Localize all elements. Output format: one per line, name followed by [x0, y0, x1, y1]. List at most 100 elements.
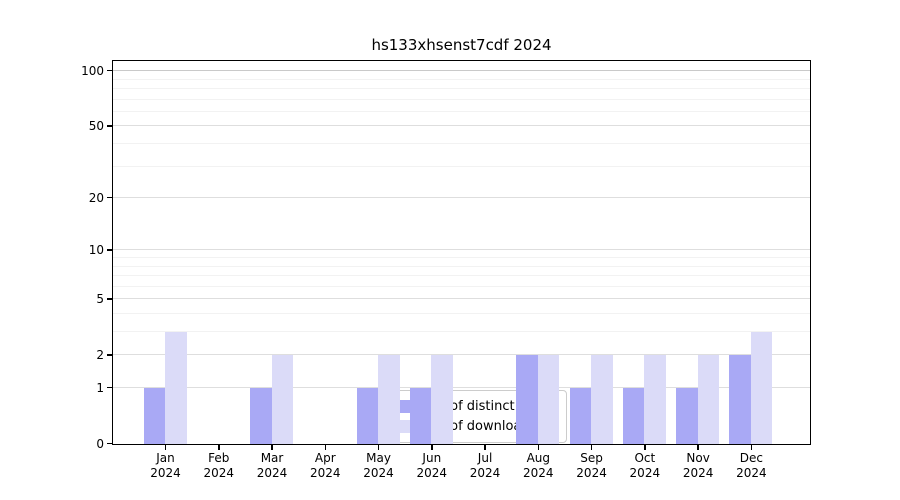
gridline-minor [113, 78, 810, 80]
gridline-minor [113, 331, 810, 333]
y-tick-label: 0 [96, 436, 104, 451]
x-tick-mark [537, 445, 540, 450]
x-tick-label: Jul 2024 [445, 451, 525, 481]
x-tick-label: Oct 2024 [605, 451, 685, 481]
x-tick-mark [750, 445, 753, 450]
x-tick-label: Aug 2024 [498, 451, 578, 481]
x-tick-year: 2024 [629, 466, 661, 480]
x-tick-mark [697, 445, 699, 450]
gridline-major [113, 354, 810, 356]
x-tick-label: May 2024 [339, 451, 419, 481]
gridline-minor [113, 275, 810, 277]
x-tick-mark [590, 445, 593, 450]
bar-distinct-ips [676, 388, 698, 444]
bar-downloads [591, 355, 613, 444]
y-tick-label: 10 [88, 242, 104, 257]
bar-downloads [378, 355, 400, 444]
x-tick-year: 2024 [203, 466, 235, 480]
x-tick-month: Jul [477, 451, 493, 465]
x-tick-label: Jun 2024 [392, 451, 472, 481]
x-tick-year: 2024 [309, 466, 341, 480]
y-tick-mark [107, 196, 112, 199]
x-tick-year: 2024 [682, 466, 714, 480]
bar-downloads [697, 355, 720, 444]
y-tick-mark [107, 249, 112, 251]
y-tick-mark [107, 69, 112, 72]
legend-label: Nb of downloads [428, 418, 537, 434]
gridline-minor [113, 88, 810, 90]
y-tick-mark [107, 386, 112, 389]
bar-distinct-ips [569, 388, 592, 444]
x-tick-year: 2024 [256, 466, 288, 480]
x-tick-month: Mar [260, 451, 284, 465]
bar-distinct-ips [250, 388, 272, 444]
gridline-major [113, 70, 810, 72]
x-tick-year: 2024 [469, 466, 501, 480]
bar-downloads [271, 355, 294, 444]
x-tick-month: Apr [314, 451, 336, 465]
y-tick-mark [107, 354, 112, 356]
y-tick-mark [107, 442, 112, 445]
x-tick-label: Apr 2024 [285, 451, 365, 481]
y-tick-label: 100 [81, 63, 104, 78]
x-tick-month: Nov [686, 451, 710, 465]
bar-distinct-ips [516, 355, 538, 444]
x-tick-year: 2024 [363, 466, 394, 480]
x-tick-year: 2024 [523, 466, 554, 480]
gridline-major [113, 249, 810, 251]
gridline-minor [113, 285, 810, 287]
x-tick-mark [164, 445, 167, 450]
bar-distinct-ips [143, 388, 165, 444]
x-tick-month: Jan [156, 451, 175, 465]
x-tick-mark [644, 445, 646, 450]
x-tick-mark [271, 445, 273, 450]
x-tick-mark [377, 445, 380, 450]
gridline-minor [113, 257, 810, 258]
y-tick-label: 20 [88, 190, 104, 205]
y-tick-label: 2 [96, 347, 104, 362]
gridline-minor [113, 143, 810, 145]
x-tick-month: Aug [526, 451, 551, 465]
bar-downloads [537, 355, 560, 444]
gridline-minor [113, 98, 810, 100]
x-tick-month: Oct [634, 451, 656, 465]
bar-downloads [750, 332, 773, 444]
y-tick-label: 5 [96, 291, 104, 306]
x-tick-year: 2024 [150, 466, 181, 480]
gridline-major [113, 125, 810, 127]
bar-distinct-ips [409, 388, 432, 444]
x-tick-label: Dec 2024 [711, 451, 791, 481]
x-tick-year: 2024 [576, 466, 607, 480]
y-tick-mark [107, 298, 112, 300]
gridline-minor [113, 110, 810, 112]
gridline-major [113, 387, 810, 389]
gridline-major [113, 197, 810, 199]
x-tick-year: 2024 [416, 466, 448, 480]
bar-distinct-ips [356, 388, 379, 444]
x-tick-label: Sep 2024 [552, 451, 632, 481]
y-tick-label: 1 [96, 380, 104, 395]
gridline-major [113, 298, 810, 300]
x-tick-month: Sep [580, 451, 603, 465]
x-tick-mark [484, 445, 486, 450]
chart-title: hs133xhsenst7cdf 2024 [371, 36, 552, 54]
x-tick-label: Nov 2024 [658, 451, 738, 481]
x-tick-month: May [366, 451, 391, 465]
x-tick-month: Feb [208, 451, 230, 465]
y-tick-mark [107, 125, 112, 127]
y-tick-label: 50 [88, 118, 104, 133]
bar-downloads [165, 332, 187, 444]
plot-area: Nb of distinct IPs Nb of downloads [112, 60, 811, 445]
x-tick-month: Jun [422, 451, 442, 465]
gridline-minor [113, 313, 810, 314]
x-tick-mark [218, 445, 220, 450]
gridline-minor [113, 265, 810, 267]
x-tick-year: 2024 [736, 466, 767, 480]
x-tick-label: Jan 2024 [126, 451, 206, 481]
legend-label: Nb of distinct IPs [428, 398, 537, 414]
bar-downloads [644, 355, 666, 444]
x-tick-label: Feb 2024 [179, 451, 259, 481]
x-tick-mark [324, 445, 327, 450]
x-tick-month: Dec [739, 451, 763, 465]
